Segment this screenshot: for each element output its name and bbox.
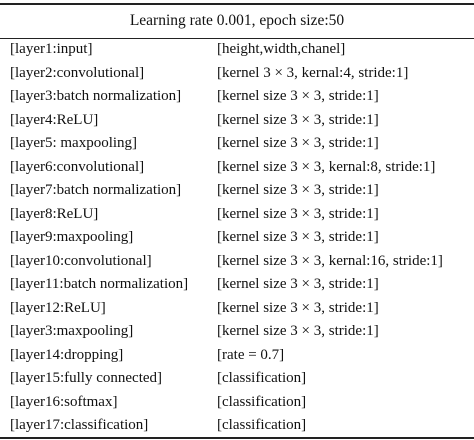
layer-params-cell: [kernel size 3 × 3, stride:1]	[217, 111, 379, 128]
table-row: [layer17:classification] [classification]	[0, 414, 474, 438]
table-row: [layer10:convolutional] [kernel size 3 × …	[0, 250, 474, 274]
layer-params-cell: [kernel size 3 × 3, stride:1]	[217, 88, 379, 104]
layer-name-cell: [layer5: maxpooling]	[10, 135, 138, 151]
table-row: [layer6:convolutional] [kernel size 3 × 3…	[0, 156, 474, 180]
table-row: [layer4:ReLU] [kernel size 3 × 3, stride:…	[0, 109, 474, 133]
table-row: [layer5: maxpooling] [kernel size 3 × 3, …	[0, 132, 474, 156]
layer-params-cell: [classification]	[217, 393, 307, 410]
table-header: Learning rate 0.001, epoch size:50	[0, 6, 474, 36]
table-row: [layer2:convolutional] [kernel 3 × 3, ker…	[0, 62, 474, 86]
table-row: [layer15:fully connected] [classification…	[0, 367, 474, 391]
table-row: [layer16:softmax] [classification]	[0, 391, 474, 415]
layer-params-cell: [kernel size 3 × 3, kernal:16, stride:1]	[217, 252, 443, 269]
layer-params-cell: [kernel size 3 × 3, stride:1]	[217, 276, 379, 292]
layer-params-cell: [kernel size 3 × 3, stride:1]	[217, 229, 379, 245]
layer-params-cell: [height,width,chanel]	[217, 41, 346, 57]
layer-name-cell: [layer7:batch normalization]	[10, 182, 182, 198]
layer-params-cell: [kernel size 3 × 3, stride:1]	[217, 182, 379, 198]
layer-name-cell: [layer3:batch normalization]	[10, 88, 182, 104]
layer-params-cell: [kernel size 3 × 3, kernal:8, stride:1]	[217, 158, 436, 175]
table-row: [layer8:ReLU] [kernel size 3 × 3, stride:…	[0, 203, 474, 227]
layer-name-cell: [layer14:dropping]	[10, 346, 124, 363]
layer-params-cell: [classification]	[217, 417, 307, 433]
table-row: [layer14:dropping] [rate = 0.7]	[0, 344, 474, 368]
layer-name-cell: [layer16:softmax]	[10, 393, 118, 410]
table-header-text: Learning rate 0.001, epoch size:50	[129, 12, 345, 29]
layer-name-cell: [layer9:maxpooling]	[10, 229, 134, 245]
table-bottom-rule	[0, 437, 474, 439]
layer-name-cell: [layer11:batch normalization]	[10, 276, 189, 292]
layer-name-cell: [layer2:convolutional]	[10, 64, 145, 81]
layer-name-cell: [layer1:input]	[10, 41, 93, 57]
layer-params-cell: [kernel size 3 × 3, stride:1]	[217, 299, 379, 316]
layer-params-cell: [kernel size 3 × 3, stride:1]	[217, 135, 379, 151]
table-row: [layer7:batch normalization] [kernel size…	[0, 179, 474, 203]
layer-name-cell: [layer10:convolutional]	[10, 252, 152, 269]
layer-name-cell: [layer6:convolutional]	[10, 158, 145, 175]
layer-params-cell: [kernel size 3 × 3, stride:1]	[217, 205, 379, 222]
table-row: [layer3:maxpooling] [kernel size 3 × 3, s…	[0, 320, 474, 344]
table-header-rule	[0, 38, 474, 39]
table-row: [layer3:batch normalization] [kernel size…	[0, 85, 474, 109]
table-row: [layer11:batch normalization] [kernel siz…	[0, 273, 474, 297]
layer-name-cell: [layer12:ReLU]	[10, 299, 106, 316]
layer-params-cell: [kernel 3 × 3, kernal:4, stride:1]	[217, 64, 409, 81]
layer-params-cell: [kernel size 3 × 3, stride:1]	[217, 323, 379, 339]
layer-params-cell: [classification]	[217, 370, 307, 386]
table-row: [layer9:maxpooling] [kernel size 3 × 3, s…	[0, 226, 474, 250]
layer-name-cell: [layer8:ReLU]	[10, 205, 99, 222]
layer-params-cell: [rate = 0.7]	[217, 346, 285, 363]
layer-name-cell: [layer15:fully connected]	[10, 370, 163, 386]
layer-name-cell: [layer17:classification]	[10, 417, 149, 433]
layer-name-cell: [layer3:maxpooling]	[10, 323, 134, 339]
table-row: [layer1:input] [height,width,chanel]	[0, 38, 474, 62]
layer-name-cell: [layer4:ReLU]	[10, 111, 99, 128]
table-body: [layer1:input] [height,width,chanel] [laye…	[0, 38, 474, 438]
table-row: [layer12:ReLU] [kernel size 3 × 3, stride…	[0, 297, 474, 321]
table-top-rule	[0, 3, 474, 5]
